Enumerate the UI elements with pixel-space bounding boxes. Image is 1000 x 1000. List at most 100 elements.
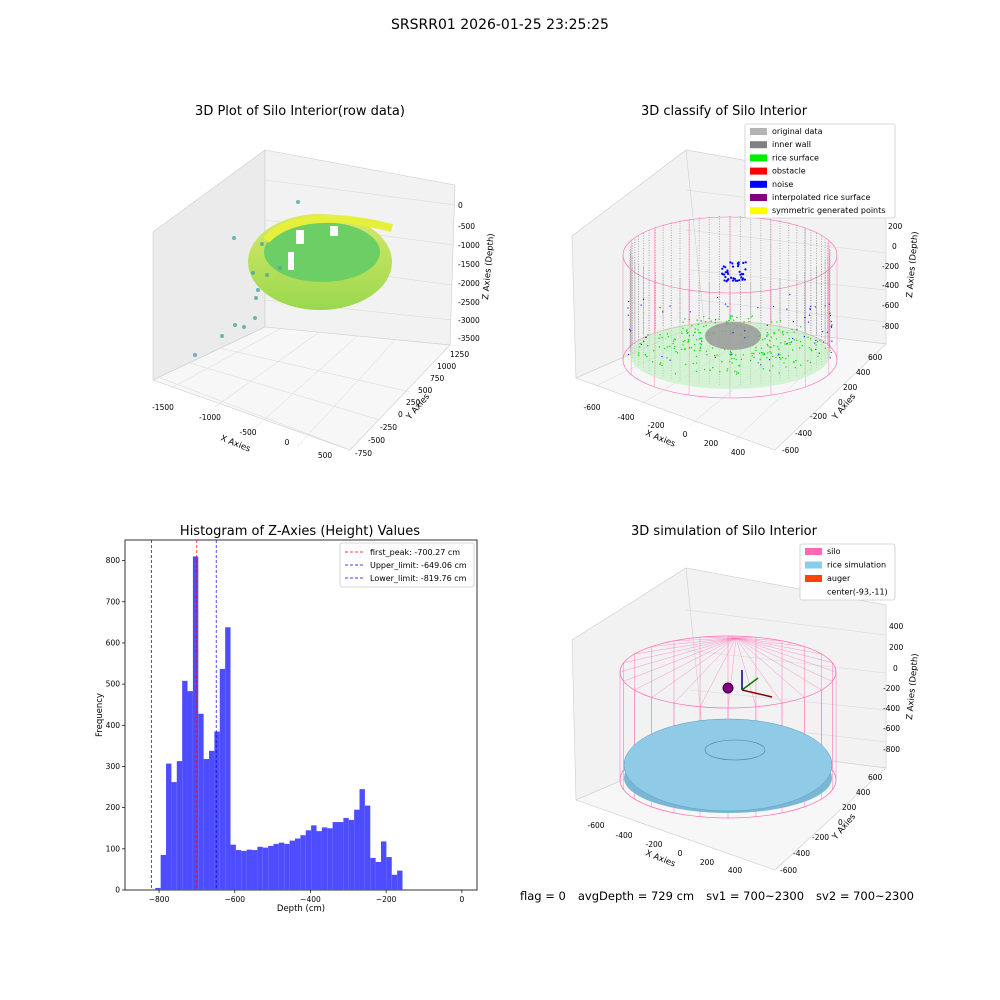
p1-xtick: -1500 [152, 403, 174, 412]
p4-roof-line [651, 637, 737, 647]
p1-ytick: 750 [430, 374, 445, 383]
p2-rice-point [697, 323, 700, 326]
p4-xtick: 400 [728, 866, 743, 875]
p2-rice-point [686, 332, 688, 335]
p2-legend: original data inner wall rice surface obsta… [744, 123, 896, 219]
p1-point [296, 200, 300, 204]
p4-ytick: 600 [868, 773, 883, 782]
p2-rice-point [793, 339, 796, 341]
p4-roof-line [735, 637, 833, 682]
hist-x-tick-label: 0 [459, 895, 464, 904]
plot4-title: 3D simulation of Silo Interior [631, 524, 817, 539]
p2-rice-point [791, 349, 794, 351]
p2-rice-point [755, 346, 757, 349]
p4-roof-line [623, 637, 737, 663]
p2-rice-point [659, 333, 661, 336]
p2-rice-point [651, 361, 654, 363]
p2-rice-point [729, 353, 731, 355]
p1-ytick: 500 [418, 386, 433, 395]
p4-roof-line [735, 637, 756, 639]
hist-bar [241, 850, 247, 890]
p2-xlabel: X Axies [644, 429, 677, 450]
p1-ring-gaps [288, 226, 338, 270]
p1-ytick: 1000 [437, 362, 456, 371]
p2-rice-point [637, 354, 640, 357]
p2-noise-point [824, 305, 826, 307]
p4-roof-line [651, 637, 737, 698]
p2-rice-point [824, 347, 827, 349]
p4-roof-line [700, 637, 737, 639]
p1-point [278, 266, 282, 270]
p2-noise-point [630, 330, 632, 332]
p4-xtick: 200 [700, 858, 715, 867]
p2-rice-point [639, 346, 641, 348]
p2-rice-point [743, 321, 745, 323]
p2-ztick: 0 [892, 242, 897, 251]
p2-noise-point [640, 304, 642, 306]
p2-rice-point [639, 342, 641, 345]
p4-xtick: -400 [615, 831, 632, 840]
p4-ytick: -600 [780, 866, 797, 875]
p2-noise-point [730, 276, 733, 279]
legend-swatch [750, 141, 767, 149]
plot3-axes: −800 −600 −400 −200 0 0 100 200 300 400 500 600 700… [95, 539, 478, 914]
p2-noise-point [737, 261, 740, 264]
hist-bar [375, 862, 382, 890]
legend-swatch [805, 575, 822, 582]
p2-rice-point [761, 338, 764, 341]
p2-rice-point [817, 355, 819, 358]
p2-noise-point [792, 337, 794, 340]
hist-x-tick-label: −400 [300, 895, 321, 904]
p2-ytick: 600 [868, 353, 883, 362]
p4-ytick: 200 [842, 803, 857, 812]
hist-bar [338, 822, 344, 890]
p2-noise-point [645, 336, 647, 339]
p2-rice-point [700, 337, 703, 339]
p2-noise-point [724, 303, 727, 305]
p2-rice-point [697, 329, 699, 331]
p2-rice-point [767, 333, 769, 336]
p2-rice-point [661, 336, 663, 339]
p2-rice-point [726, 368, 729, 370]
p1-ztick: -3000 [458, 316, 480, 325]
p4-roof-line [735, 637, 822, 655]
p2-ytick: 0 [838, 398, 843, 407]
p2-noise-point [831, 340, 833, 342]
hist-bars [155, 556, 403, 890]
p2-rice-point [793, 331, 795, 333]
p2-noise-point [778, 353, 780, 355]
p2-rice-point [753, 352, 755, 355]
p2-rice-point [674, 373, 677, 375]
p2-rice-point [736, 316, 738, 319]
p2-rice-point [767, 352, 769, 354]
p2-ytick: -400 [795, 429, 812, 438]
p2-rice-point [762, 368, 764, 370]
p1-point [260, 242, 264, 246]
p1-ztick: 0 [458, 201, 463, 210]
p1-point [242, 325, 246, 329]
p2-noise-point [726, 272, 730, 275]
p2-rice-point [730, 352, 732, 354]
hist-bar [359, 789, 365, 890]
p2-rice-point [751, 315, 754, 317]
p2-noise-point [738, 279, 741, 282]
hist-bar [295, 838, 301, 890]
p2-rice-point [766, 331, 768, 334]
hist-legend: first_peak: -700.27 cm Upper_limit: -649.… [339, 542, 475, 588]
p2-noise-point [808, 314, 811, 316]
p2-noise-point [736, 265, 740, 268]
p4-ztick: 400 [889, 622, 904, 631]
p2-rice-point [699, 349, 701, 352]
p2-rice-point [773, 332, 776, 335]
p1-ztick: -500 [458, 222, 475, 231]
p2-rice-point [658, 346, 661, 348]
p2-rice-point [695, 370, 698, 373]
hist-bar [198, 713, 204, 890]
p2-rice-point [796, 339, 798, 342]
p2-noise-point [724, 275, 727, 279]
p2-noise-point [731, 262, 734, 265]
plot3-title: Histogram of Z-Axies (Height) Values [179, 524, 421, 539]
p2-noise-point [822, 341, 824, 343]
legend-swatch [750, 180, 767, 188]
p2-noise-point [815, 348, 817, 351]
